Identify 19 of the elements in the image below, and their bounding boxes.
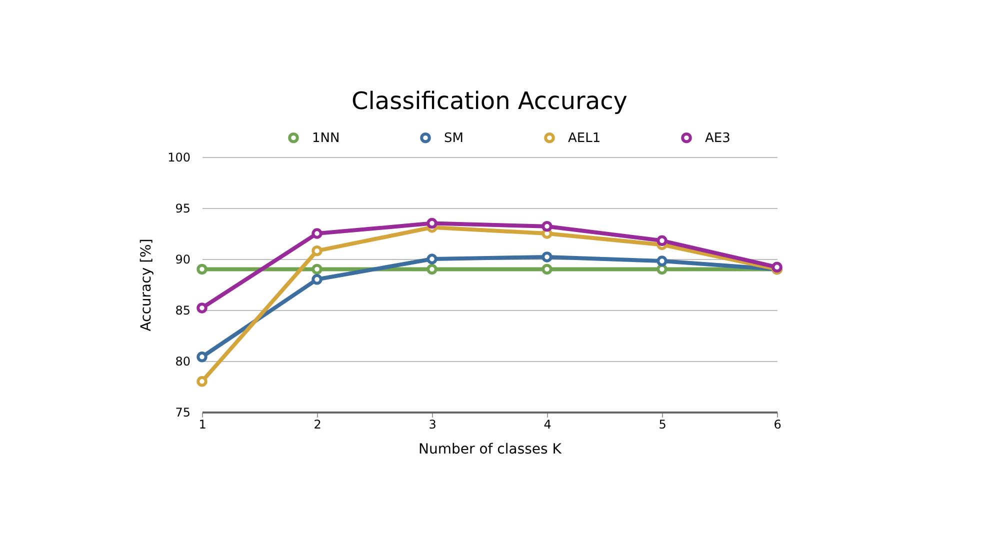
y-tick-label: 85 <box>175 304 190 318</box>
y-axis-title: Accuracy [%] <box>138 238 155 332</box>
x-tick-label: 6 <box>774 418 782 432</box>
x-tick-label: 5 <box>658 418 666 432</box>
y-tick-label: 95 <box>175 202 190 216</box>
y-tick-label: 100 <box>168 150 190 164</box>
x-tick-label: 2 <box>314 418 322 432</box>
y-tick-label: 90 <box>175 252 190 266</box>
x-tick-label: 3 <box>428 418 436 432</box>
legend-label: SM <box>444 130 464 146</box>
legend-label: 1NN <box>312 130 340 146</box>
legend-label: AEL1 <box>568 130 601 146</box>
y-tick-label: 80 <box>175 354 190 368</box>
legend-label: AE3 <box>705 130 730 146</box>
x-axis-title: Number of classes K <box>418 442 562 458</box>
x-tick-label: 1 <box>198 418 206 432</box>
x-tick-label: 4 <box>544 418 552 432</box>
chart-title: Classification Accuracy <box>352 87 628 115</box>
y-tick-label: 75 <box>175 406 190 420</box>
